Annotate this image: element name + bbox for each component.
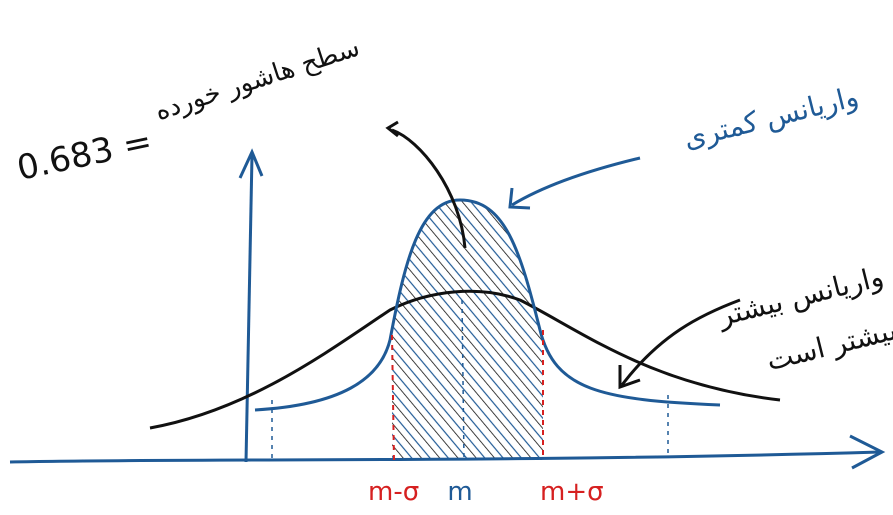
area-annotation: 0.683 = — [14, 121, 156, 189]
low-variance-group: واریانس کمتری — [680, 80, 862, 155]
low-variance-label: واریانس کمتری — [680, 80, 862, 155]
y-axis — [246, 155, 252, 462]
x-label: m-σ — [368, 477, 419, 507]
diagram: 0.683 = سطح هاشور خورده واریانس کمتری وا… — [0, 0, 893, 515]
pointer-arrow — [512, 158, 640, 205]
x-label: m — [447, 477, 472, 507]
high-variance-group: واریانس بیشتر بیشتر است — [713, 260, 893, 387]
area-label: سطح هاشور خورده — [151, 33, 363, 127]
hatched-area — [255, 200, 720, 460]
page: {"annotations": {"area_value": "0.683 ="… — [0, 0, 893, 515]
area-label-group: سطح هاشور خورده — [151, 33, 363, 127]
high-variance-label-2: بیشتر است — [763, 313, 893, 377]
x-label: m+σ — [540, 477, 604, 507]
area-value: 0.683 = — [14, 121, 156, 189]
